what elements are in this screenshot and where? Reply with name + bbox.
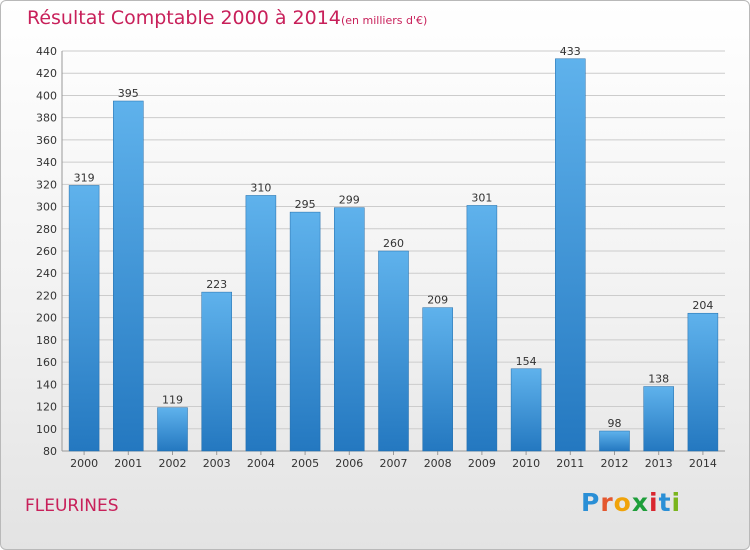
y-tick-label: 340	[36, 156, 57, 169]
logo-letter: P	[581, 488, 601, 517]
value-label: 295	[295, 198, 316, 211]
y-tick-label: 140	[36, 378, 57, 391]
bar-2003	[201, 291, 232, 452]
value-label: 301	[471, 191, 492, 204]
logo-letter: i	[671, 488, 682, 517]
y-tick-label: 180	[36, 334, 57, 347]
value-labels: 319 395 119 223 310 295 299 260 209 301 154 433 98 13…	[74, 45, 714, 430]
x-tick-label: 2008	[424, 457, 452, 470]
bar-2010	[510, 368, 542, 452]
y-tick-label: 80	[43, 445, 57, 458]
logo-letter: t	[658, 488, 672, 517]
x-tick-label: 2004	[247, 457, 275, 470]
value-label: 310	[250, 181, 271, 194]
bar-2004	[245, 195, 277, 452]
y-tick-label: 320	[36, 178, 57, 191]
x-tick-label: 2002	[159, 457, 187, 470]
bar-2013	[643, 386, 674, 452]
x-tick-label: 2011	[556, 457, 584, 470]
logo-letter: r	[600, 488, 614, 517]
y-tick-label: 260	[36, 245, 57, 258]
logo-letter: o	[613, 488, 632, 517]
y-tick-label: 100	[36, 423, 57, 436]
bar-2005	[289, 211, 321, 452]
y-tick-label: 300	[36, 201, 57, 214]
x-tick-label: 2003	[203, 457, 231, 470]
x-tick-label: 2010	[512, 457, 540, 470]
x-tick-label: 2007	[380, 457, 408, 470]
value-label: 98	[608, 417, 622, 430]
y-tick-label: 360	[36, 134, 57, 147]
value-label: 299	[339, 194, 360, 207]
x-tick-label: 2013	[645, 457, 673, 470]
y-tick-label: 420	[36, 67, 57, 80]
x-tick-label: 2005	[291, 457, 319, 470]
bar-2002	[157, 407, 188, 452]
y-tick-label: 120	[36, 401, 57, 414]
bar-2001	[113, 100, 144, 452]
value-label: 138	[648, 373, 669, 386]
bar-2008	[422, 307, 453, 452]
y-tick-label: 160	[36, 356, 57, 369]
bar-2014	[687, 312, 719, 452]
y-tick-label: 240	[36, 267, 57, 280]
bar-2006	[334, 207, 365, 452]
bar-2011	[555, 58, 586, 452]
grid-lines	[62, 50, 725, 452]
bar-2000	[68, 185, 100, 452]
value-label: 395	[118, 87, 139, 100]
proxiti-logo[interactable]: Proxiti	[581, 488, 681, 517]
x-tick-label: 2009	[468, 457, 496, 470]
value-label: 319	[74, 171, 95, 184]
value-label: 209	[427, 294, 448, 307]
value-label: 119	[162, 394, 183, 407]
y-tick-label: 220	[36, 289, 57, 302]
x-tick-label: 2012	[601, 457, 629, 470]
bar-2007	[378, 250, 409, 452]
commune-name: FLEURINES	[25, 496, 119, 516]
chart-title: Résultat Comptable 2000 à 2014	[27, 7, 341, 29]
y-tick-label: 400	[36, 89, 57, 102]
bars	[68, 58, 719, 452]
x-tick-label: 2006	[335, 457, 363, 470]
logo-letter: x	[631, 488, 649, 517]
axes: 80 100 120 140 160 180 200 220 240 260 280 300 320 34…	[36, 45, 725, 470]
y-tick-label: 380	[36, 112, 57, 125]
y-tick-label: 200	[36, 312, 57, 325]
value-label: 154	[516, 355, 537, 368]
y-tick-label: 280	[36, 223, 57, 236]
chart-subtitle: (en milliers d'€)	[341, 14, 428, 27]
value-label: 433	[560, 45, 581, 58]
bar-2009	[466, 205, 498, 452]
x-tick-label: 2014	[689, 457, 717, 470]
value-label: 223	[206, 278, 227, 291]
value-label: 260	[383, 237, 404, 250]
x-tick-label: 2001	[114, 457, 142, 470]
y-tick-label: 440	[36, 45, 57, 58]
x-tick-label: 2000	[70, 457, 98, 470]
logo-letter: i	[649, 488, 659, 517]
value-label: 204	[692, 299, 713, 312]
bar-2012	[599, 430, 630, 452]
